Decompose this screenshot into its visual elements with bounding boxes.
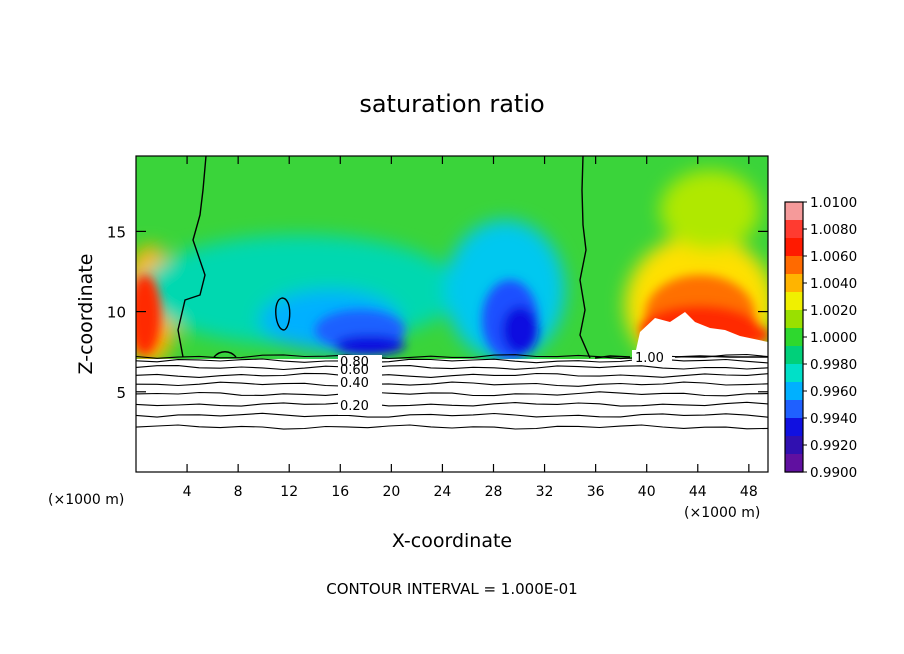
colorbar-label: 1.0020 bbox=[810, 303, 857, 319]
colorbar-label: 1.0080 bbox=[810, 222, 857, 238]
colorbar-label: 0.9960 bbox=[810, 384, 857, 400]
contour-line-1.00-right bbox=[579, 156, 591, 359]
colorbar-label: 0.9940 bbox=[810, 411, 857, 427]
contour-line-0.20 bbox=[135, 424, 769, 430]
y-tick-label: 15 bbox=[107, 223, 126, 241]
colorbar-label: 1.0100 bbox=[810, 195, 857, 211]
x-tick-label: 40 bbox=[638, 484, 656, 500]
colorbar-label: 0.9900 bbox=[810, 465, 857, 481]
y-axis: 5 10 15 bbox=[107, 223, 768, 402]
contour-line-1.00-base bbox=[594, 355, 631, 359]
colorbar-label: 1.0000 bbox=[810, 330, 857, 346]
colorbar-swatch bbox=[785, 346, 803, 365]
colorbar-label: 0.9980 bbox=[810, 357, 857, 373]
y-tick-label: 5 bbox=[116, 384, 126, 402]
colorbar-swatch bbox=[785, 292, 803, 311]
colorbar-swatch bbox=[785, 364, 803, 383]
x-tick-label: 44 bbox=[689, 484, 707, 500]
x-tick-label: 36 bbox=[587, 484, 605, 500]
contour-label-0.80: 0.80 bbox=[340, 355, 369, 370]
colorbar-swatch bbox=[785, 400, 803, 419]
colorbar-label: 1.0060 bbox=[810, 249, 857, 265]
y-axis-label: Z-coordinate bbox=[75, 254, 97, 375]
contour-label-mask bbox=[338, 355, 382, 415]
contour-line-0.70 bbox=[135, 372, 769, 378]
colorbar-swatch bbox=[785, 256, 803, 275]
x-tick-label: 4 bbox=[183, 484, 192, 500]
heatmap-field bbox=[136, 156, 768, 359]
chart-title: saturation ratio bbox=[359, 90, 544, 118]
x-tick-label: 16 bbox=[331, 484, 349, 500]
colorbar-swatch bbox=[785, 454, 803, 473]
x-axis: 4 8 12 16 20 24 28 32 36 40 44 48 bbox=[183, 156, 758, 500]
colorbar-swatch bbox=[785, 238, 803, 257]
x-tick-label: 32 bbox=[536, 484, 554, 500]
x-tick-label: 24 bbox=[434, 484, 452, 500]
colorbar-swatch bbox=[785, 220, 803, 239]
y-tick-label: 10 bbox=[107, 304, 126, 322]
colorbar-swatch bbox=[785, 202, 803, 221]
plot-area: 0.80 0.60 0.40 0.20 1.00 bbox=[135, 155, 769, 473]
colorbar-swatch bbox=[785, 382, 803, 401]
x-tick-label: 12 bbox=[280, 484, 298, 500]
x-unit-right: (×1000 m) bbox=[684, 505, 760, 521]
contour-line-0.50 bbox=[135, 391, 769, 397]
plot-frame bbox=[135, 155, 769, 473]
contour-label-mask-right bbox=[632, 350, 672, 364]
colorbar-label: 1.0040 bbox=[810, 276, 857, 292]
subcloud-contours bbox=[135, 353, 769, 430]
contour-line-0.30 bbox=[135, 412, 769, 418]
colorbar-swatch bbox=[785, 436, 803, 455]
contour-label-0.40: 0.40 bbox=[340, 376, 369, 391]
colorbar-swatch bbox=[785, 274, 803, 293]
contour-line-1.00-small bbox=[213, 351, 237, 358]
x-tick-label: 8 bbox=[234, 484, 243, 500]
colorbar: 1.0100 1.0080 1.0060 1.0040 1.0020 1.0000 0.99… bbox=[784, 195, 857, 481]
contour-line-0.40 bbox=[135, 401, 769, 407]
contour-line-1.00-island bbox=[275, 297, 291, 331]
contour-interval-footer: CONTOUR INTERVAL = 1.000E-01 bbox=[326, 580, 577, 598]
contour-label-1.00: 1.00 bbox=[635, 351, 664, 366]
x-axis-label: X-coordinate bbox=[392, 530, 512, 552]
contour-line-1.00-left bbox=[177, 156, 207, 358]
x-unit-left: (×1000 m) bbox=[48, 492, 124, 508]
x-tick-label: 28 bbox=[485, 484, 503, 500]
colorbar-swatch bbox=[785, 310, 803, 329]
contour-line-0.60 bbox=[135, 381, 769, 387]
x-tick-label: 20 bbox=[382, 484, 400, 500]
colorbar-swatch bbox=[785, 328, 803, 347]
saturated-region bbox=[634, 312, 768, 359]
colorbar-swatch bbox=[785, 418, 803, 437]
contour-label-0.60: 0.60 bbox=[340, 363, 369, 378]
x-tick-label: 48 bbox=[740, 484, 758, 500]
contour-label-0.20: 0.20 bbox=[340, 399, 369, 414]
colorbar-label: 0.9920 bbox=[810, 438, 857, 454]
contour-line-0.80 bbox=[135, 365, 769, 371]
